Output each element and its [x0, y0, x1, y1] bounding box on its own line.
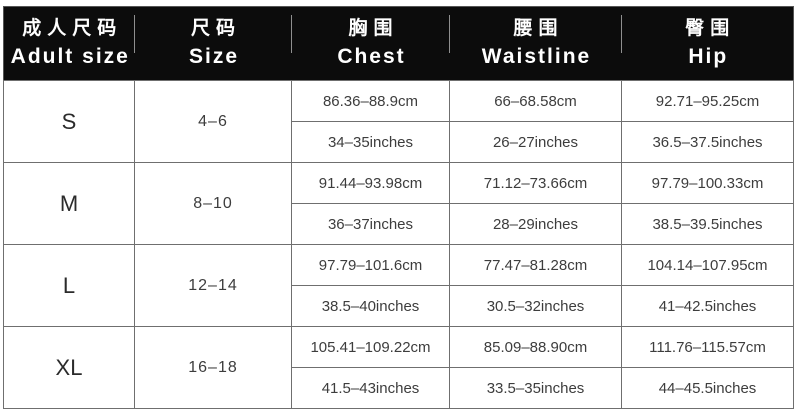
cell-l-chest-cm: 97.79–101.6cm	[291, 244, 450, 286]
column-header-adult-size: 成人尺码 Adult size	[3, 6, 135, 81]
chest-label-zh: 胸围	[348, 18, 399, 39]
cell-l-hip-in: 41–42.5inches	[621, 285, 794, 327]
cell-s-range: 4–6	[134, 80, 292, 163]
column-header-chest: 胸围 Chest	[291, 6, 450, 81]
cell-m-range: 8–10	[134, 162, 292, 245]
cell-m-hip-cm: 97.79–100.33cm	[621, 162, 794, 204]
cell-s-chest-cm: 86.36–88.9cm	[291, 80, 450, 122]
cell-xl-label: XL	[3, 326, 135, 409]
column-header-size: 尺码 Size	[134, 6, 292, 81]
cell-m-chest-cm: 91.44–93.98cm	[291, 162, 450, 204]
cell-m-waist-cm: 71.12–73.66cm	[449, 162, 622, 204]
cell-m-label: M	[3, 162, 135, 245]
row-s-cm: S 4–6 86.36–88.9cm 66–68.58cm 92.71–95.2…	[3, 80, 794, 163]
cell-s-hip-cm: 92.71–95.25cm	[621, 80, 794, 122]
adult-size-label-en: Adult size	[10, 44, 130, 68]
cell-xl-hip-in: 44–45.5inches	[621, 367, 794, 409]
header-row: 成人尺码 Adult size 尺码 Size 胸围 Chest 腰围 Wais…	[3, 6, 794, 81]
waistline-label-en: Waistline	[481, 44, 592, 68]
cell-xl-hip-cm: 111.76–115.57cm	[621, 326, 794, 368]
cell-xl-waist-cm: 85.09–88.90cm	[449, 326, 622, 368]
row-l-cm: L 12–14 97.79–101.6cm 77.47–81.28cm 104.…	[3, 244, 794, 327]
cell-s-waist-in: 26–27inches	[449, 121, 622, 163]
cell-s-label: S	[3, 80, 135, 163]
cell-s-hip-in: 36.5–37.5inches	[621, 121, 794, 163]
hip-label-en: Hip	[688, 44, 729, 68]
waistline-label-zh: 腰围	[513, 18, 564, 39]
cell-l-waist-cm: 77.47–81.28cm	[449, 244, 622, 286]
cell-m-chest-in: 36–37inches	[291, 203, 450, 245]
adult-size-label-zh: 成人尺码	[22, 18, 123, 39]
cell-l-chest-in: 38.5–40inches	[291, 285, 450, 327]
cell-xl-chest-cm: 105.41–109.22cm	[291, 326, 450, 368]
cell-m-waist-in: 28–29inches	[449, 203, 622, 245]
row-xl-cm: XL 16–18 105.41–109.22cm 85.09–88.90cm 1…	[3, 326, 794, 409]
size-label-zh: 尺码	[190, 18, 241, 39]
cell-s-chest-in: 34–35inches	[291, 121, 450, 163]
column-header-hip: 臀围 Hip	[621, 6, 794, 81]
table-header: 成人尺码 Adult size 尺码 Size 胸围 Chest 腰围 Wais…	[3, 6, 794, 81]
cell-l-label: L	[3, 244, 135, 327]
column-header-waistline: 腰围 Waistline	[449, 6, 622, 81]
table-body: S 4–6 86.36–88.9cm 66–68.58cm 92.71–95.2…	[3, 80, 794, 409]
cell-s-waist-cm: 66–68.58cm	[449, 80, 622, 122]
size-label-en: Size	[188, 44, 240, 68]
hip-label-zh: 臀围	[685, 18, 736, 39]
chest-label-en: Chest	[337, 44, 406, 68]
row-s-inches: 34–35inches 26–27inches 36.5–37.5inches	[4, 121, 794, 163]
cell-l-hip-cm: 104.14–107.95cm	[621, 244, 794, 286]
cell-xl-range: 16–18	[134, 326, 292, 409]
row-m-cm: M 8–10 91.44–93.98cm 71.12–73.66cm 97.79…	[3, 162, 794, 245]
cell-xl-chest-in: 41.5–43inches	[291, 367, 450, 409]
size-chart-table: 成人尺码 Adult size 尺码 Size 胸围 Chest 腰围 Wais…	[3, 6, 794, 409]
row-xl-inches: 41.5–43inches 33.5–35inches 44–45.5inche…	[4, 367, 794, 409]
cell-m-hip-in: 38.5–39.5inches	[621, 203, 794, 245]
cell-l-range: 12–14	[134, 244, 292, 327]
row-m-inches: 36–37inches 28–29inches 38.5–39.5inches	[4, 203, 794, 245]
cell-xl-waist-in: 33.5–35inches	[449, 367, 622, 409]
cell-l-waist-in: 30.5–32inches	[449, 285, 622, 327]
row-l-inches: 38.5–40inches 30.5–32inches 41–42.5inche…	[4, 285, 794, 327]
